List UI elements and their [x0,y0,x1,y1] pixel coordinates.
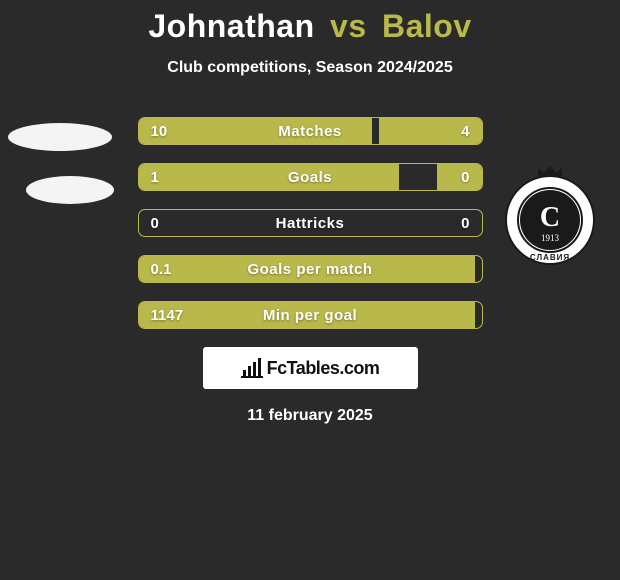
stat-value-right: 4 [461,118,469,144]
date: 11 february 2025 [0,407,620,425]
player2-name: Balov [382,8,472,44]
right-club-badge: C 1913 СЛАВИЯ [506,166,594,264]
stat-label: Hattricks [139,210,482,236]
stat-row-goals-per-match: 0.1 Goals per match [138,255,483,283]
bar-chart-icon [241,358,263,378]
stat-value-right: 0 [461,210,469,236]
stat-label: Min per goal [139,302,482,328]
fctables-text: FcTables.com [267,358,380,379]
crest-bottom-word: СЛАВИЯ [530,253,570,262]
crest-letter: C [540,202,560,233]
stat-row-hattricks: 0 Hattricks 0 [138,209,483,237]
stat-label: Matches [139,118,482,144]
player1-name: Johnathan [148,8,314,44]
stats-comparison: 10 Matches 4 1 Goals 0 0 Hattricks 0 0.1… [138,117,483,329]
crest-year: 1913 [541,233,560,243]
stat-row-matches: 10 Matches 4 [138,117,483,145]
stat-label: Goals [139,164,482,190]
fctables-logo: FcTables.com [203,347,418,389]
vs-separator: vs [330,8,367,44]
stat-value-right: 0 [461,164,469,190]
stat-row-goals: 1 Goals 0 [138,163,483,191]
stat-label: Goals per match [139,256,482,282]
page-title: Johnathan vs Balov [0,0,620,45]
left-club-badge [8,123,114,204]
stat-row-min-per-goal: 1147 Min per goal [138,301,483,329]
subtitle: Club competitions, Season 2024/2025 [0,59,620,77]
